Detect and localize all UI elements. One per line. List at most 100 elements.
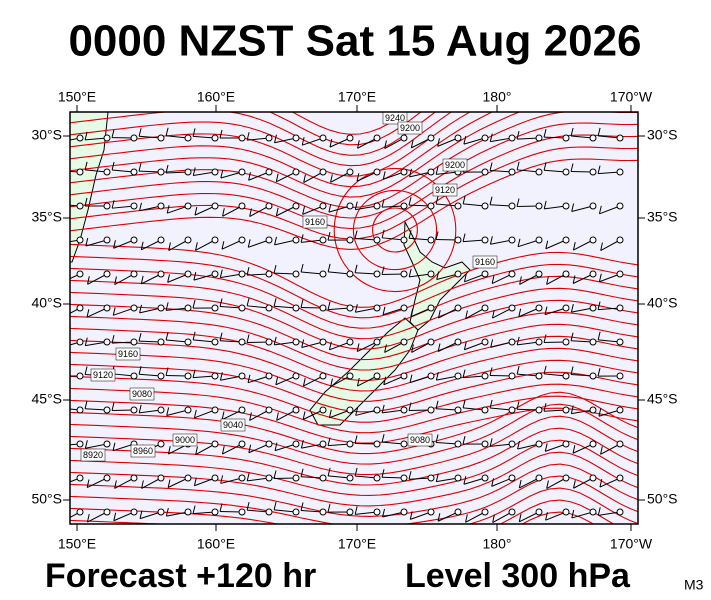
wind-barb xyxy=(490,407,513,411)
wind-barb-feather xyxy=(140,241,144,250)
wind-barb xyxy=(571,373,594,377)
station xyxy=(508,440,516,448)
station xyxy=(616,474,624,482)
lon-label-bottom: 150°E xyxy=(58,536,96,552)
wind-barb-feather xyxy=(219,503,223,512)
station xyxy=(616,440,624,448)
contour-label: 9160 xyxy=(305,217,325,227)
contour-label: 9240 xyxy=(385,113,405,123)
station xyxy=(562,304,570,312)
wind-barb-feather xyxy=(327,301,331,310)
wind-barb xyxy=(247,477,270,482)
station xyxy=(130,508,138,516)
contour-label-box xyxy=(115,347,141,361)
wind-barb xyxy=(599,205,621,215)
wind-barb-feather xyxy=(600,242,603,251)
station xyxy=(508,270,516,278)
lon-label-bottom: 170°E xyxy=(338,536,376,552)
wind-barb xyxy=(165,171,189,174)
wind-barb xyxy=(465,511,486,523)
wind-barb xyxy=(355,272,378,275)
wind-barb-feather xyxy=(328,341,332,350)
wind-barb-feather xyxy=(544,443,548,452)
wind-barb-feather xyxy=(303,174,306,183)
wind-barb-feather xyxy=(192,299,196,309)
wind-barb-feather xyxy=(138,366,142,375)
station xyxy=(481,168,489,176)
station xyxy=(130,168,138,176)
station xyxy=(292,134,300,142)
wind-barb xyxy=(330,171,351,183)
wind-barb-feather xyxy=(327,231,331,241)
station xyxy=(481,134,489,142)
wind-barb xyxy=(543,136,567,139)
lat-label-right: 50°S xyxy=(647,491,678,507)
lon-label-bottom: 180° xyxy=(483,536,512,552)
station xyxy=(103,304,111,312)
wind-barb xyxy=(328,205,351,213)
station xyxy=(400,270,408,278)
wind-barb xyxy=(166,409,189,416)
station xyxy=(589,406,597,414)
wind-barb-feather xyxy=(273,298,277,307)
wind-barb xyxy=(86,477,108,488)
wind-barb-feather xyxy=(435,166,439,175)
wind-barb-feather xyxy=(192,331,196,340)
contour-label: 9120 xyxy=(93,370,113,380)
station xyxy=(481,440,489,448)
station xyxy=(373,474,381,482)
wind-barb xyxy=(356,171,378,182)
wind-barb xyxy=(273,272,297,275)
wind-barb-feather xyxy=(597,127,601,136)
wind-barb-feather xyxy=(246,334,250,343)
wind-barb-feather xyxy=(571,203,575,212)
wind-barb-feather xyxy=(572,275,576,284)
wind-barb xyxy=(220,305,243,309)
wind-barb xyxy=(598,409,621,417)
station xyxy=(562,372,570,380)
wind-barb-feather xyxy=(192,167,196,176)
wind-barb-feather xyxy=(462,369,466,378)
wind-barb xyxy=(85,137,108,141)
wind-barb-feather xyxy=(516,401,520,410)
wind-barb xyxy=(222,205,243,217)
wind-barb xyxy=(357,375,378,387)
station xyxy=(76,440,84,448)
north-island xyxy=(403,220,471,331)
station xyxy=(157,236,165,244)
wind-barb-feather xyxy=(573,480,576,489)
wind-barb-feather xyxy=(113,240,116,249)
wind-barb xyxy=(463,203,486,207)
wind-barb-feather xyxy=(408,268,412,278)
station xyxy=(130,134,138,142)
station xyxy=(184,304,192,312)
lat-label-right: 45°S xyxy=(647,391,678,407)
wind-barb xyxy=(303,375,324,387)
wind-barb xyxy=(382,205,405,208)
station xyxy=(508,406,516,414)
station xyxy=(427,134,435,142)
wind-barb xyxy=(491,477,513,487)
wind-barb-feather xyxy=(489,133,493,142)
contour-label: 9160 xyxy=(475,257,495,267)
wind-barb xyxy=(519,273,540,285)
station xyxy=(346,270,354,278)
wind-barb xyxy=(70,204,81,207)
wind-barb xyxy=(249,205,270,217)
lat-label-left: 35°S xyxy=(31,209,62,225)
station xyxy=(76,372,84,380)
wind-barb-feather xyxy=(138,128,142,137)
wind-barb xyxy=(355,475,378,479)
wind-barb-feather xyxy=(381,266,385,275)
wind-barb-feather xyxy=(139,304,142,314)
lon-label-top: 170°W xyxy=(610,89,653,105)
station xyxy=(238,440,246,448)
wind-barb-feather xyxy=(114,276,117,285)
wind-barb-feather xyxy=(409,168,412,178)
contour-label-box xyxy=(472,255,498,269)
wind-barb-feather xyxy=(219,269,223,278)
wind-barb xyxy=(139,307,162,314)
station xyxy=(292,508,300,516)
wind-barb xyxy=(141,273,162,285)
wind-barb xyxy=(70,443,81,446)
